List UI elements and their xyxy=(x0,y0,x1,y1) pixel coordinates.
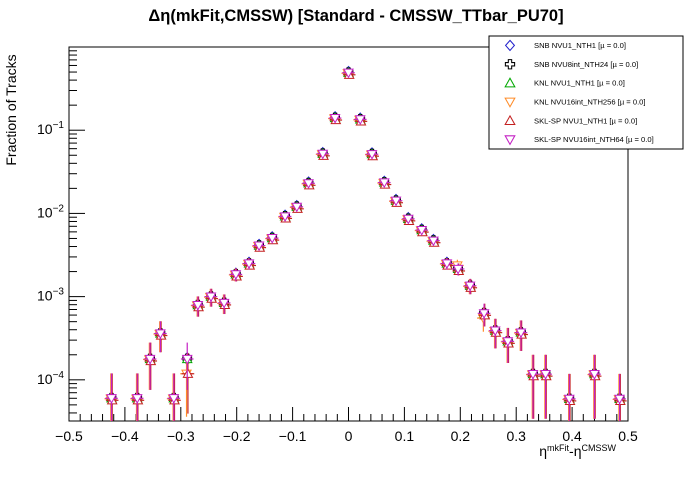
data-marker xyxy=(243,259,255,270)
y-axis-title: Fraction of Tracks xyxy=(3,54,19,165)
data-marker xyxy=(168,394,180,404)
data-marker xyxy=(563,394,575,405)
series-5 xyxy=(105,68,626,421)
x-tick-label: −0.4 xyxy=(111,428,139,444)
data-marker xyxy=(502,337,514,347)
data-marker xyxy=(489,326,501,337)
y-tick-label: 10−1 xyxy=(37,120,64,137)
x-axis: −0.5 −0.4 −0.3 −0.2 −0.1 0 0.1 0.2 0.3 0.4 0.5 xyxy=(55,407,638,444)
data-marker xyxy=(452,264,464,275)
data-marker xyxy=(416,226,428,236)
data-marker xyxy=(402,214,414,225)
y-tick-label: 10−2 xyxy=(37,203,64,220)
y-tick-label: 10−4 xyxy=(37,370,64,387)
chart-content: −0.5 −0.4 −0.3 −0.2 −0.1 0 0.1 0.2 0.3 0.4 0.5 10−1… xyxy=(37,35,684,459)
data-marker xyxy=(343,68,354,79)
data-marker xyxy=(303,179,314,189)
x-tick-label: 0.4 xyxy=(562,428,582,444)
legend-marker xyxy=(504,97,516,108)
data-marker xyxy=(131,394,143,404)
legend-entry-label: SNB NVU8int_NTH24 [µ = 0.0] xyxy=(534,60,638,69)
x-tick-label: −0.5 xyxy=(55,428,83,444)
data-marker xyxy=(478,309,490,319)
x-axis-title: ηmkFit-ηCMSSW xyxy=(539,443,616,459)
legend-marker xyxy=(504,135,516,146)
data-marker xyxy=(266,234,278,244)
legend-entry: KNL NVU16int_NTH256 [µ = 0.0] xyxy=(504,97,646,108)
data-marker xyxy=(192,301,204,311)
legend-entry-label: KNL NVU16int_NTH256 [µ = 0.0] xyxy=(534,98,646,107)
data-marker xyxy=(354,115,366,125)
legend-entry: KNL NVU1_NTH1 [µ = 0.0] xyxy=(504,77,625,88)
legend-entry: SKL-SP NVU1_NTH1 [µ = 0.0] xyxy=(504,114,637,126)
data-marker xyxy=(464,281,476,292)
data-marker xyxy=(378,178,390,189)
legend-marker xyxy=(504,59,516,70)
data-marker xyxy=(589,370,600,380)
data-marker xyxy=(205,292,217,303)
data-marker xyxy=(144,354,156,365)
legend-entry-label: SKL-SP NVU16int_NTH64 [µ = 0.0] xyxy=(534,135,654,144)
data-marker xyxy=(182,368,194,378)
x-tick-label: −0.3 xyxy=(167,428,195,444)
legend-marker xyxy=(504,39,516,52)
legend-marker xyxy=(504,77,516,88)
y-tick-label: 10−3 xyxy=(37,287,64,304)
x-tick-label: 0.2 xyxy=(451,428,471,444)
data-marker xyxy=(540,370,552,380)
data-marker xyxy=(218,298,230,309)
legend-entry: SNB NVU1_NTH1 [µ = 0.0] xyxy=(504,39,626,52)
data-series xyxy=(104,65,627,421)
legend-entry-label: SKL-SP NVU1_NTH1 [µ = 0.0] xyxy=(534,116,637,125)
x-tick-label: 0.3 xyxy=(506,428,526,444)
data-marker xyxy=(291,202,303,213)
legend-entry: SNB NVU8int_NTH24 [µ = 0.0] xyxy=(504,59,638,70)
legend-entry-label: SNB NVU1_NTH1 [µ = 0.0] xyxy=(534,41,626,50)
data-marker xyxy=(181,354,193,365)
data-marker xyxy=(441,259,453,270)
data-marker xyxy=(527,370,539,380)
data-marker xyxy=(428,236,439,247)
data-marker xyxy=(515,328,527,339)
legend-entry-label: KNL NVU1_NTH1 [µ = 0.0] xyxy=(534,79,625,88)
legend-entry: SKL-SP NVU16int_NTH64 [µ = 0.0] xyxy=(504,135,654,146)
data-marker xyxy=(317,149,329,160)
data-marker xyxy=(253,241,265,252)
data-marker xyxy=(230,270,242,281)
x-tick-label: 0.1 xyxy=(395,428,415,444)
data-marker xyxy=(329,113,341,124)
data-marker xyxy=(390,196,402,207)
data-marker xyxy=(106,394,117,404)
legend-marker xyxy=(504,114,516,126)
y-axis: 10−1 10−2 10−3 10−4 xyxy=(37,46,85,414)
legend: SNB NVU1_NTH1 [µ = 0.0] SNB NVU8int_NTH24… xyxy=(488,35,684,150)
data-marker xyxy=(614,394,626,405)
x-tick-label: −0.1 xyxy=(279,428,307,444)
data-marker xyxy=(366,150,378,160)
page-title: Δη(mkFit,CMSSW) [Standard - CMSSW_TTbar_… xyxy=(148,7,563,25)
x-tick-label: −0.2 xyxy=(223,428,251,444)
data-marker xyxy=(154,329,166,340)
data-marker xyxy=(279,212,291,223)
x-tick-label: 0 xyxy=(345,428,353,444)
x-tick-label: 0.5 xyxy=(618,428,638,444)
legend-box xyxy=(488,35,684,150)
